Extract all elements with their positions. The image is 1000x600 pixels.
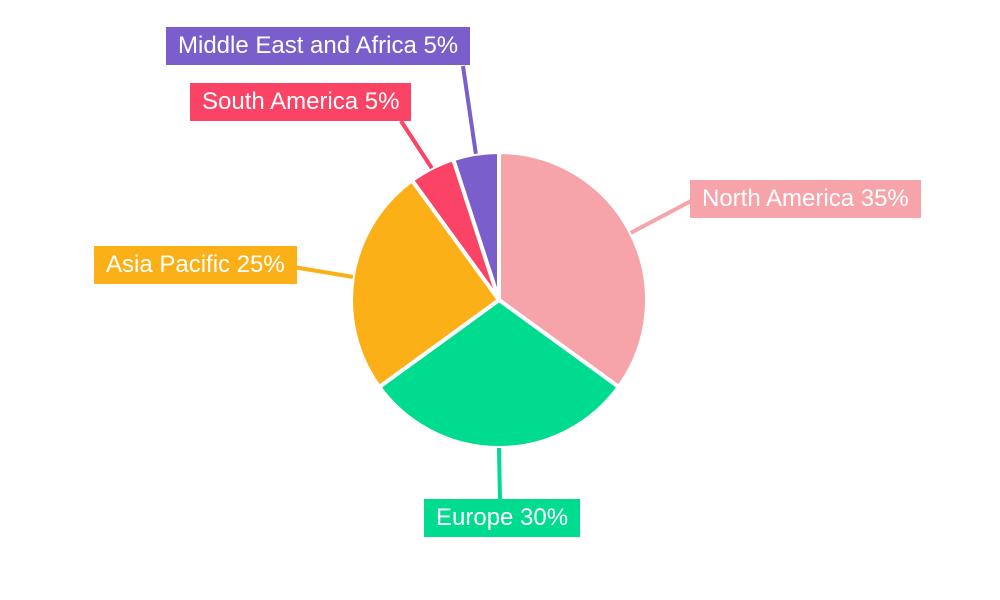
leader-line-asia-pacific: [292, 265, 354, 279]
leader-line-europe: [497, 447, 502, 501]
pie-label-north-america[interactable]: North America 35%: [690, 180, 921, 218]
pie-slice-north-america[interactable]: [497, 150, 649, 389]
leader-line-middle-east-and-africa: [461, 65, 478, 155]
leader-line-north-america: [629, 199, 692, 235]
pie-label-middle-east-and-africa[interactable]: Middle East and Africa 5%: [166, 27, 471, 65]
pie-label-asia-pacific[interactable]: Asia Pacific 25%: [94, 246, 297, 284]
pie-slice-europe[interactable]: [377, 298, 621, 450]
pie-slice-asia-pacific[interactable]: [349, 178, 501, 389]
pie-slice-middle-east-and-africa[interactable]: [451, 150, 501, 302]
pie-label-south-america[interactable]: South America 5%: [190, 83, 412, 121]
pie-label-europe[interactable]: Europe 30%: [424, 499, 581, 537]
leader-line-south-america: [399, 119, 434, 170]
